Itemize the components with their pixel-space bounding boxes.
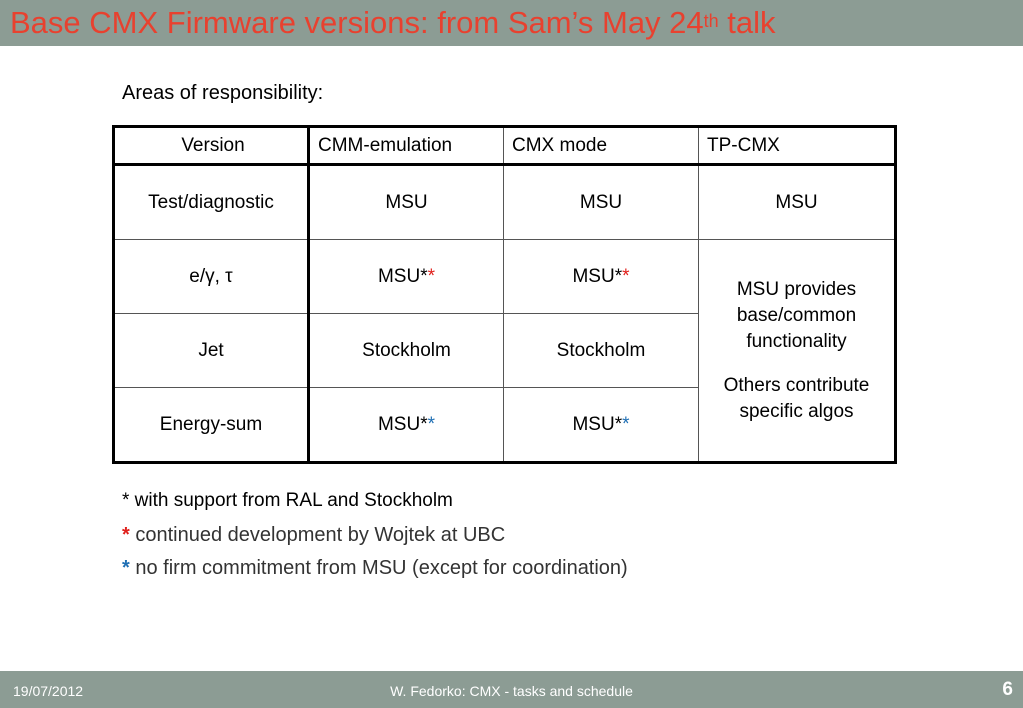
blue-star-marker: * <box>122 557 130 579</box>
table-row: Test/diagnostic MSU MSU MSU <box>113 164 896 240</box>
row-label: Jet <box>113 313 310 388</box>
merged-gap <box>703 355 890 373</box>
cell-cmx: MSU** <box>503 239 699 314</box>
table-header-row: Version CMM-emulation CMX mode TP-CMX <box>113 125 896 166</box>
red-star-marker: * <box>122 524 130 546</box>
cell-cmm: MSU** <box>308 239 504 314</box>
merged-line: MSU provides <box>736 278 857 300</box>
title-superscript: th <box>703 11 719 31</box>
blue-star-marker: * <box>622 413 630 435</box>
footnote-red: * continued development by Wojtek at UBC <box>122 522 628 548</box>
cell-value: MSU* <box>377 413 428 435</box>
cell-cmm: MSU** <box>308 387 504 463</box>
footer-bar: 19/07/2012 W. Fedorko: CMX - tasks and s… <box>0 671 1023 708</box>
cell-value: MSU* <box>572 265 623 287</box>
header-version: Version <box>113 125 310 166</box>
slide-title: Base CMX Firmware versions: from Sam’s M… <box>10 4 776 42</box>
row-label: Test/diagnostic <box>113 164 310 240</box>
merged-line: functionality <box>746 330 847 352</box>
cell-value: MSU* <box>377 265 428 287</box>
title-main: Base CMX Firmware versions: from Sam’s M… <box>10 5 704 40</box>
footer-date: 19/07/2012 <box>13 683 84 699</box>
header-cmm-emulation: CMM-emulation <box>308 125 504 166</box>
cell-cmx: MSU** <box>503 387 699 463</box>
section-subtitle: Areas of responsibility: <box>122 82 324 104</box>
title-end: talk <box>718 5 776 40</box>
cell-cmm: MSU <box>308 164 504 240</box>
footnotes: * with support from RAL and Stockholm * … <box>122 488 628 588</box>
blue-star-marker: * <box>427 413 436 435</box>
cell-cmm: Stockholm <box>308 313 504 388</box>
page-number: 6 <box>1002 679 1013 700</box>
table-row: Energy-sum MSU** MSU** <box>113 387 896 463</box>
footnote-blue-text: no firm commitment from MSU (except for … <box>129 557 628 579</box>
footnote-blue: * no firm commitment from MSU (except fo… <box>122 555 628 581</box>
responsibility-table: Version CMM-emulation CMX mode TP-CMX Te… <box>112 125 897 464</box>
footnote-red-text: continued development by Wojtek at UBC <box>129 524 506 546</box>
cell-value: MSU* <box>572 413 623 435</box>
table-row: Jet Stockholm Stockholm <box>113 313 896 388</box>
header-tp-cmx: TP-CMX <box>698 125 896 166</box>
title-bar: Base CMX Firmware versions: from Sam’s M… <box>0 0 1023 46</box>
merged-line: base/common <box>736 304 857 326</box>
red-star-marker: * <box>427 265 436 287</box>
cell-cmx: MSU <box>503 164 699 240</box>
row-label: Energy-sum <box>113 387 310 463</box>
merged-line: specific algos <box>739 400 854 422</box>
cell-tp: MSU <box>698 164 896 240</box>
footer-presenter: W. Fedorko: CMX - tasks and schedule <box>390 683 633 699</box>
cell-cmx: Stockholm <box>503 313 699 388</box>
header-cmx-mode: CMX mode <box>503 125 699 166</box>
cell-tp-merged: MSU provides base/common functionality O… <box>698 239 896 463</box>
footnote-general: * with support from RAL and Stockholm <box>122 490 453 511</box>
merged-line: Others contribute <box>723 374 870 396</box>
table-row: e/γ, τ MSU** MSU** MSU provides base/com… <box>113 239 896 463</box>
row-label: e/γ, τ <box>113 239 310 314</box>
red-star-marker: * <box>622 265 630 287</box>
